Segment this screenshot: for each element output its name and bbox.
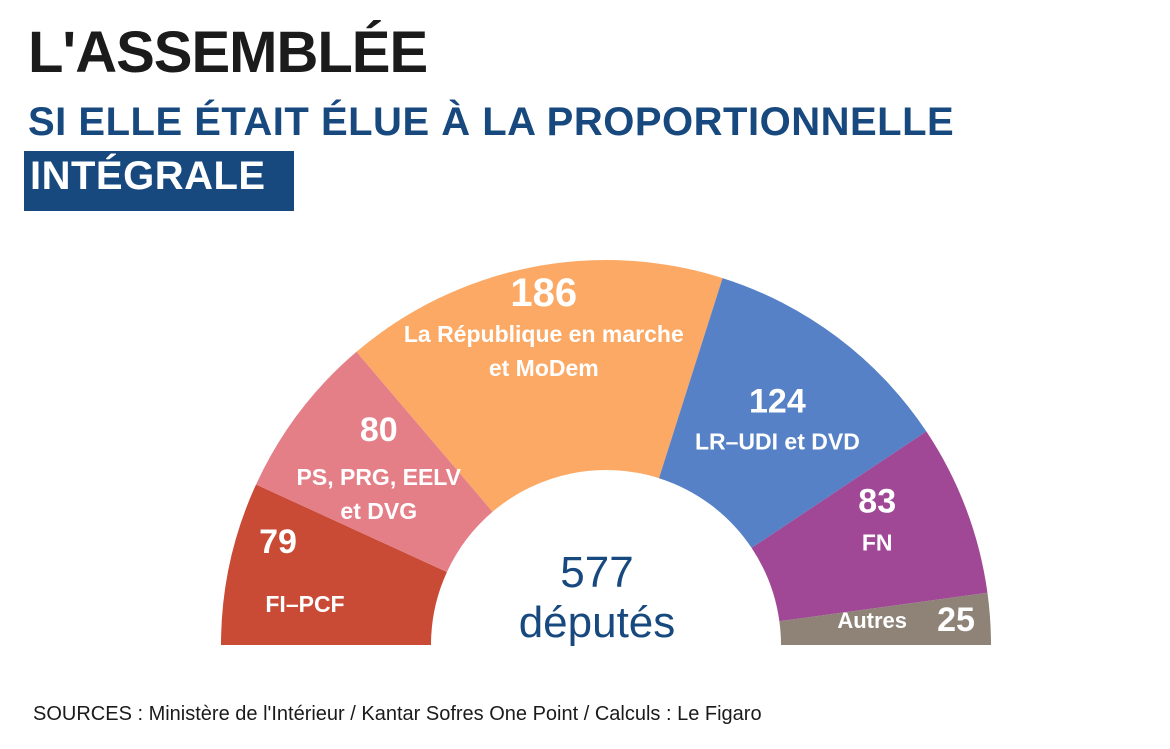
chart-title: L'ASSEMBLÉE (28, 20, 428, 85)
segment-3 (658, 278, 927, 548)
segment-value-2: 186 (510, 271, 577, 315)
chart-segments (221, 260, 991, 645)
sources-note: SOURCES : Ministère de l'Intérieur / Kan… (33, 703, 762, 725)
segment-value-4: 83 (858, 482, 896, 520)
segment-label-1-line-0: PS, PRG, EELV (297, 464, 462, 490)
segment-label-0-line-0: FI–PCF (265, 591, 344, 617)
segment-label-2-line-1: et MoDem (489, 355, 599, 381)
segment-1 (256, 351, 493, 573)
segment-value-3: 124 (749, 382, 806, 420)
segment-label-5: Autres (837, 608, 907, 633)
segment-value-0: 79 (259, 523, 297, 561)
segment-value-1: 80 (360, 411, 398, 449)
segment-label-2-line-0: La République en marche (404, 321, 684, 347)
segment-label-3-line-0: LR–UDI et DVD (695, 428, 860, 454)
chart-subtitle: SI ELLE ÉTAIT ÉLUE À LA PROPORTIONNELLE (28, 100, 955, 144)
segment-label-4-line-0: FN (862, 529, 893, 555)
center-label: députés (519, 598, 676, 647)
segment-4 (751, 431, 988, 622)
segment-value-5: 25 (937, 601, 975, 639)
segment-5 (779, 592, 991, 645)
segment-0 (221, 484, 447, 645)
chart-labels: 79 FI–PCF 80 PS, PRG, EELV et DVG 186 La Répub… (259, 271, 975, 639)
segment-2 (356, 260, 723, 512)
segment-label-1-line-1: et DVG (340, 498, 417, 524)
chart-subtitle-highlight: INTÉGRALE (24, 151, 294, 211)
center-value: 577 (560, 548, 633, 597)
